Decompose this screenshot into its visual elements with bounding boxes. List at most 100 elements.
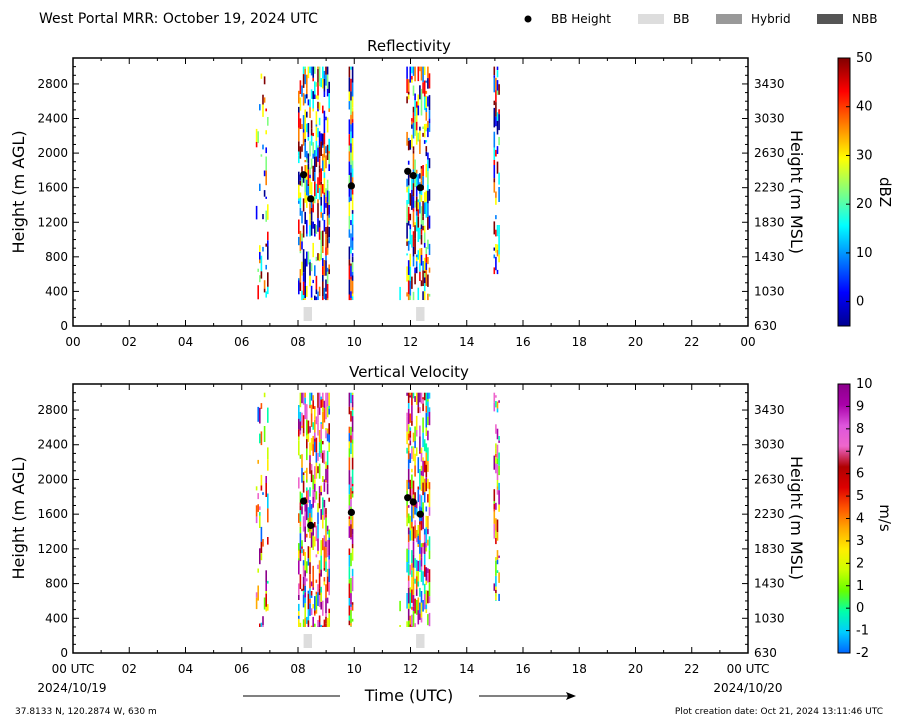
echo-cell xyxy=(306,74,308,89)
echo-cell xyxy=(312,279,314,284)
echo-cell xyxy=(496,458,499,465)
echo-cell xyxy=(318,595,321,608)
echo-cell xyxy=(309,392,311,405)
echo-cell xyxy=(267,246,269,260)
echo-cell xyxy=(495,557,497,561)
echo-cell xyxy=(267,240,269,247)
echo-cell xyxy=(304,69,306,75)
echo-cell xyxy=(425,201,428,218)
x-tick-label: 16 xyxy=(515,335,530,349)
echo-cell xyxy=(348,448,351,458)
echo-cell xyxy=(348,101,351,110)
echo-cell xyxy=(325,557,327,562)
echo-cell xyxy=(495,502,497,510)
echo-cell xyxy=(351,138,354,147)
echo-cell xyxy=(328,608,330,614)
echo-cell xyxy=(495,191,497,198)
echo-cell xyxy=(495,589,497,594)
echo-cell xyxy=(493,75,496,78)
echo-cell xyxy=(414,267,416,274)
echo-cell xyxy=(427,120,429,128)
echo-cell xyxy=(314,522,316,528)
echo-cell xyxy=(496,225,499,237)
echo-cell xyxy=(417,250,420,260)
colorbar-tick-label: -2 xyxy=(856,646,869,661)
x-axis-label: Time (UTC) xyxy=(364,686,453,705)
echo-cell xyxy=(495,198,497,205)
echo-cell xyxy=(406,621,408,627)
echo-cell xyxy=(348,294,351,301)
echo-cell xyxy=(417,533,420,536)
echo-cell xyxy=(411,561,413,564)
echo-cell xyxy=(309,598,311,604)
bb-flag-box xyxy=(303,307,312,321)
echo-cell xyxy=(350,578,352,594)
echo-cell xyxy=(267,580,269,584)
x-tick-label: 20 xyxy=(628,335,643,349)
echo-cell xyxy=(409,440,412,446)
echo-cell xyxy=(314,196,316,204)
echo-cell xyxy=(312,474,314,490)
echo-cell xyxy=(493,66,496,76)
echo-cell xyxy=(299,392,302,408)
echo-cell xyxy=(304,160,306,163)
echo-cell xyxy=(406,131,408,146)
echo-cell xyxy=(310,89,313,99)
echo-cell xyxy=(304,298,306,300)
echo-cell xyxy=(267,231,269,241)
echo-cell xyxy=(495,244,497,253)
echo-cell xyxy=(315,437,318,449)
echo-cell xyxy=(315,126,318,141)
echo-cell xyxy=(318,102,321,111)
echo-cell xyxy=(318,392,321,408)
echo-cell xyxy=(328,423,330,435)
echo-cell xyxy=(310,208,313,212)
echo-cell xyxy=(260,154,263,157)
echo-cell xyxy=(263,76,266,85)
echo-cell xyxy=(422,547,424,554)
echo-cell xyxy=(314,479,316,484)
echo-cell xyxy=(423,140,426,144)
echo-cell xyxy=(318,158,321,166)
echo-cell xyxy=(412,541,415,555)
echo-cell xyxy=(265,210,267,222)
echo-cell xyxy=(328,93,330,109)
echo-cell xyxy=(495,116,497,127)
echo-cell xyxy=(328,442,330,452)
echo-cell xyxy=(307,507,310,518)
echo-cell xyxy=(302,619,305,627)
echo-cell xyxy=(496,559,499,565)
echo-cell xyxy=(427,461,429,472)
echo-cell xyxy=(414,465,416,477)
echo-cell xyxy=(257,504,259,512)
echo-cell xyxy=(304,403,306,420)
echo-cell xyxy=(415,169,418,174)
echo-cell xyxy=(255,142,258,148)
echo-cell xyxy=(306,419,308,436)
echo-cell xyxy=(495,457,497,464)
echo-cell xyxy=(428,73,431,89)
echo-cell xyxy=(322,184,324,194)
echo-cell xyxy=(265,147,267,154)
echo-cell xyxy=(326,144,329,160)
echo-cell xyxy=(318,146,321,159)
echo-cell xyxy=(315,609,318,614)
echo-cell xyxy=(496,244,499,250)
echo-cell xyxy=(415,121,418,131)
echo-cell xyxy=(323,157,326,173)
echo-cell xyxy=(414,222,416,226)
echo-cell xyxy=(312,422,314,430)
echo-cell xyxy=(302,225,305,238)
echo-cell xyxy=(407,392,410,403)
echo-cell xyxy=(425,112,428,121)
echo-cell xyxy=(411,626,413,627)
echo-cell xyxy=(407,160,410,165)
echo-cell xyxy=(423,291,426,301)
echo-cell xyxy=(312,565,314,581)
reflectivity-panel: Reflectivity 00 02 04 06 08 10 12 14 16 18 20 22 000… xyxy=(9,37,894,349)
echo-cell xyxy=(309,203,311,214)
echo-cell xyxy=(320,396,322,400)
echo-cell xyxy=(306,219,308,234)
echo-cell xyxy=(348,392,351,407)
echo-cell xyxy=(317,503,319,513)
